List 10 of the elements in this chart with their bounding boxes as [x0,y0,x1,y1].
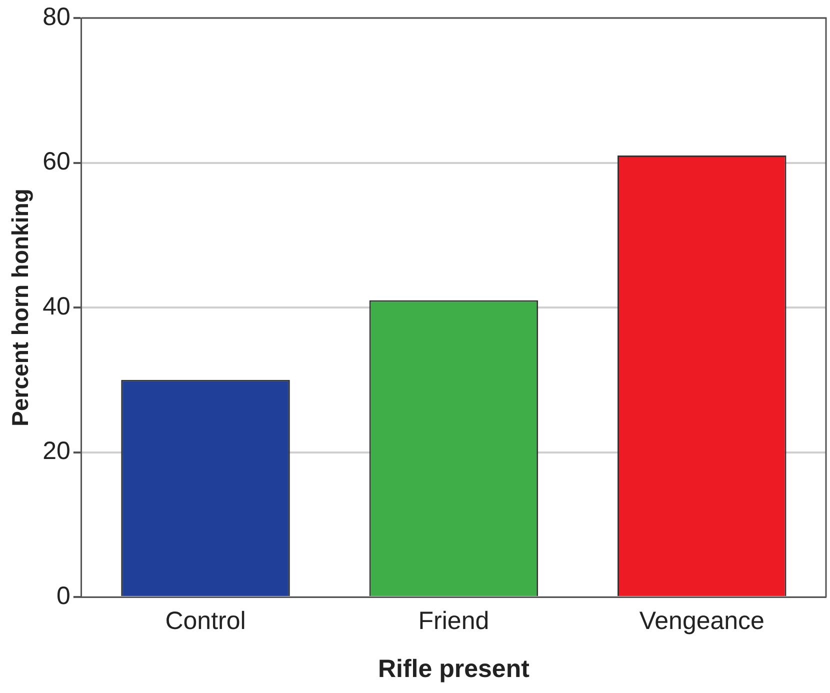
x-axis-title: Rifle present [378,654,530,683]
y-tick-label: 80 [42,2,70,31]
x-tick-label: Control [165,606,246,635]
x-tick-label: Vengeance [639,606,764,635]
y-tick-label: 40 [42,292,70,320]
y-tick-label: 0 [56,582,70,610]
x-tick-label: Friend [418,606,490,635]
y-axis-title: Percent horn honking [7,188,34,426]
y-tick-label: 20 [42,437,70,466]
y-tick-label: 60 [42,148,70,176]
